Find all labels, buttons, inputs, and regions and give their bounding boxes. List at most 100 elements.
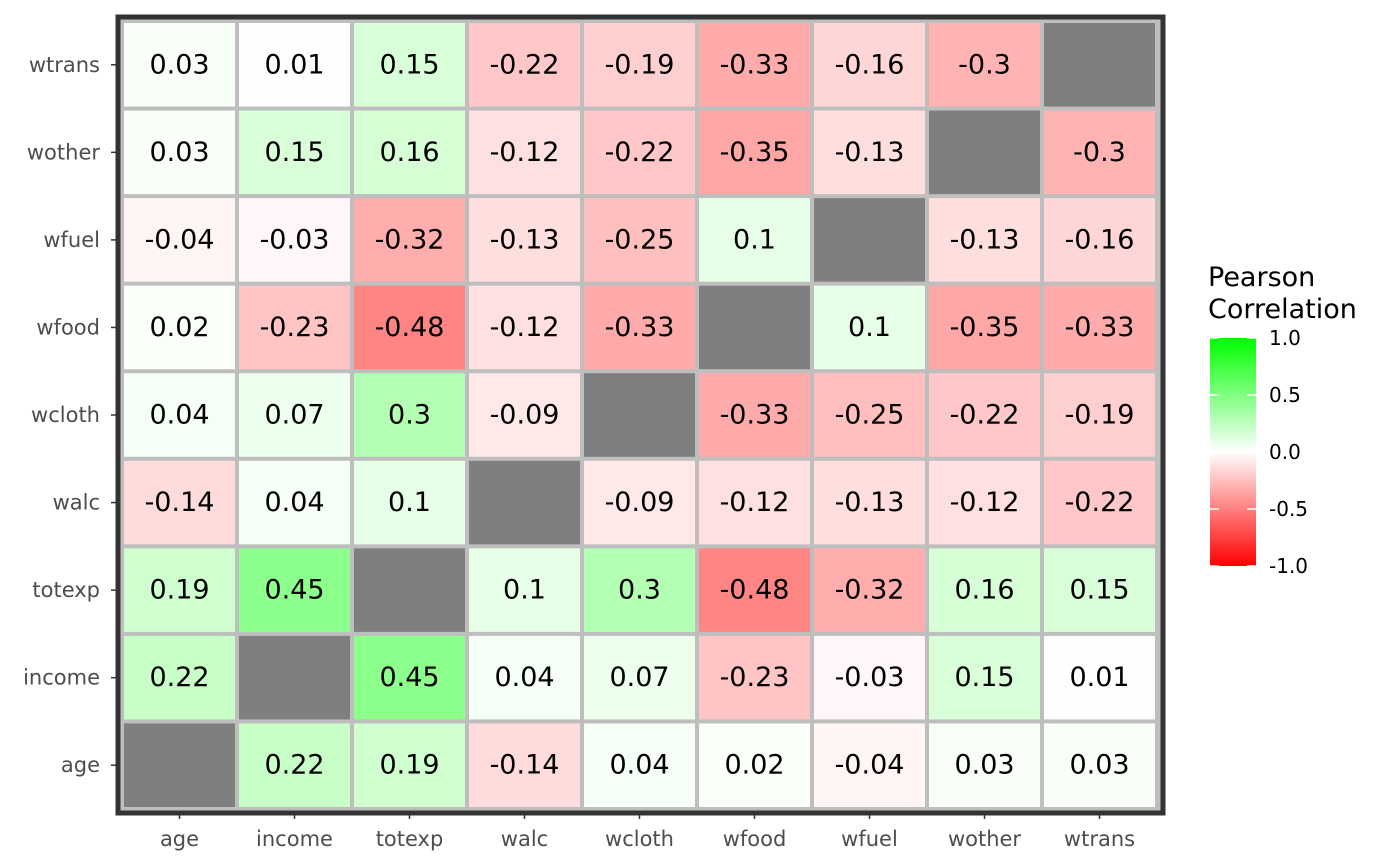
legend-ticks: 1.0 0.5 0.0 -0.5 -1.0 <box>1210 326 1308 578</box>
x-tick-label-walc: walc <box>501 827 548 851</box>
legend-tick-label-0: 1.0 <box>1269 326 1301 350</box>
heatmap-cell-wtrans-wcloth <box>584 23 695 107</box>
heatmap-cell-walc-income <box>239 460 350 545</box>
cell-value-wfuel-wother: -0.13 <box>950 224 1020 255</box>
heatmap-cell-age-wother <box>929 723 1040 807</box>
cell-value-totexp-income: 0.45 <box>264 575 324 606</box>
cell-value-walc-totexp: 0.1 <box>388 487 431 518</box>
legend-tick-label-1: 0.5 <box>1269 383 1301 407</box>
heatmap-cell-wfood-age <box>124 285 235 370</box>
heatmap-cell-totexp-age <box>124 548 235 632</box>
heatmap-cell-wcloth-walc <box>469 373 580 457</box>
legend-tick-label-2: 0.0 <box>1269 440 1301 464</box>
cell-value-wother-totexp: 0.16 <box>379 137 439 168</box>
heatmap-cell-wcloth-wfood <box>699 373 810 457</box>
heatmap-cell-wfood-wother <box>929 285 1040 370</box>
cell-value-income-wother: 0.15 <box>954 662 1014 693</box>
heatmap-cell-totexp-wfood <box>699 548 810 632</box>
heatmap-cell-walc-wother <box>929 460 1040 545</box>
cell-value-wother-age: 0.03 <box>149 137 209 168</box>
cell-value-totexp-wfood: -0.48 <box>720 575 790 606</box>
heatmap-cell-wcloth-wtrans <box>1044 373 1155 457</box>
cell-value-wcloth-walc: -0.09 <box>490 400 560 431</box>
cell-value-wcloth-wother: -0.22 <box>950 400 1020 431</box>
cell-value-income-totexp: 0.45 <box>379 662 439 693</box>
cell-value-age-income: 0.22 <box>264 750 324 781</box>
heatmap-cell-income-wtrans <box>1044 635 1155 720</box>
cell-value-wother-wfuel: -0.13 <box>835 137 905 168</box>
heatmap-cell-walc-wfood <box>699 460 810 545</box>
heatmap-cell-wcloth-income <box>239 373 350 457</box>
heatmap-cell-totexp-wother <box>929 548 1040 632</box>
heatmap-cell-income-income <box>239 635 350 720</box>
heatmap-cell-wfuel-wfood <box>699 198 810 282</box>
heatmap-cell-wfuel-wother <box>929 198 1040 282</box>
heatmap-cell-income-wother <box>929 635 1040 720</box>
heatmap-cell-wtrans-totexp <box>354 23 465 107</box>
heatmap-cell-age-wcloth <box>584 723 695 807</box>
y-tick-label-wfuel: wfuel <box>43 228 100 252</box>
y-tick-label-age: age <box>61 753 100 777</box>
heatmap-cell-age-wtrans <box>1044 723 1155 807</box>
x-tick-label-wcloth: wcloth <box>605 827 674 851</box>
heatmap-cell-wfuel-wtrans <box>1044 198 1155 282</box>
cell-value-income-wtrans: 0.01 <box>1069 662 1129 693</box>
y-tick-label-totexp: totexp <box>32 578 100 602</box>
heatmap-cell-labels: 0.22 0.19 -0.14 0.04 0.02 -0.04 0.03 0.03 0.22 0.… <box>145 49 1135 780</box>
cell-value-wtrans-age: 0.03 <box>149 49 209 80</box>
heatmap-cell-walc-wfuel <box>814 460 925 545</box>
heatmap-cell-wtrans-wother <box>929 23 1040 107</box>
cell-value-walc-wcloth: -0.09 <box>605 487 675 518</box>
heatmap-cell-income-wfood <box>699 635 810 720</box>
y-tick-label-wfood: wfood <box>36 315 100 339</box>
cell-value-wfood-wfuel: 0.1 <box>848 312 891 343</box>
heatmap-cell-walc-totexp <box>354 460 465 545</box>
x-axis: age income totexp walc wcloth wfood wfuel wothe… <box>160 813 1135 851</box>
heatmap-cell-wother-walc <box>469 110 580 195</box>
cell-value-totexp-wother: 0.16 <box>954 575 1014 606</box>
heatmap-cell-walc-wtrans <box>1044 460 1155 545</box>
y-tick-label-wtrans: wtrans <box>29 53 100 77</box>
cell-value-walc-age: -0.14 <box>145 487 215 518</box>
heatmap-cell-wfuel-walc <box>469 198 580 282</box>
cell-value-totexp-age: 0.19 <box>149 575 209 606</box>
cell-value-wfuel-income: -0.03 <box>260 224 330 255</box>
heatmap-cell-age-age <box>124 723 235 807</box>
cell-value-totexp-wfuel: -0.32 <box>835 575 905 606</box>
cell-value-wfuel-totexp: -0.32 <box>375 224 445 255</box>
legend-tick-label-4: -1.0 <box>1269 554 1308 578</box>
cell-value-walc-wfuel: -0.13 <box>835 487 905 518</box>
cell-value-wfood-age: 0.02 <box>149 312 209 343</box>
heatmap-cell-wcloth-totexp <box>354 373 465 457</box>
cell-value-wother-wtrans: -0.3 <box>1073 137 1126 168</box>
cell-value-totexp-walc: 0.1 <box>503 575 546 606</box>
cell-value-wcloth-income: 0.07 <box>264 400 324 431</box>
legend-title-line2: Correlation <box>1208 294 1357 325</box>
heatmap-cell-wother-income <box>239 110 350 195</box>
cell-value-wfuel-walc: -0.13 <box>490 224 560 255</box>
heatmap-cell-age-wfuel <box>814 723 925 807</box>
y-tick-label-wother: wother <box>27 140 100 164</box>
heatmap-cell-income-totexp <box>354 635 465 720</box>
cell-value-wfuel-wcloth: -0.25 <box>605 224 675 255</box>
heatmap-cell-wtrans-income <box>239 23 350 107</box>
heatmap-cell-wtrans-wfuel <box>814 23 925 107</box>
heatmap-cell-wtrans-walc <box>469 23 580 107</box>
cell-value-totexp-wcloth: 0.3 <box>618 575 661 606</box>
cell-value-income-wcloth: 0.07 <box>609 662 669 693</box>
cell-value-wfuel-wtrans: -0.16 <box>1065 224 1135 255</box>
legend-tick-label-3: -0.5 <box>1269 497 1308 521</box>
cell-value-wfood-wtrans: -0.33 <box>1065 312 1135 343</box>
cell-value-age-wtrans: 0.03 <box>1069 750 1129 781</box>
cell-value-wcloth-wfood: -0.33 <box>720 400 790 431</box>
cell-value-wfuel-age: -0.04 <box>145 224 215 255</box>
x-tick-label-income: income <box>256 827 333 851</box>
cell-value-wother-wcloth: -0.22 <box>605 137 675 168</box>
cell-value-wcloth-age: 0.04 <box>149 400 209 431</box>
heatmap-cell-wfood-income <box>239 285 350 370</box>
cell-value-wcloth-totexp: 0.3 <box>388 400 431 431</box>
cell-value-walc-wother: -0.12 <box>950 487 1020 518</box>
x-tick-label-totexp: totexp <box>376 827 444 851</box>
heatmap-cell-totexp-wfuel <box>814 548 925 632</box>
